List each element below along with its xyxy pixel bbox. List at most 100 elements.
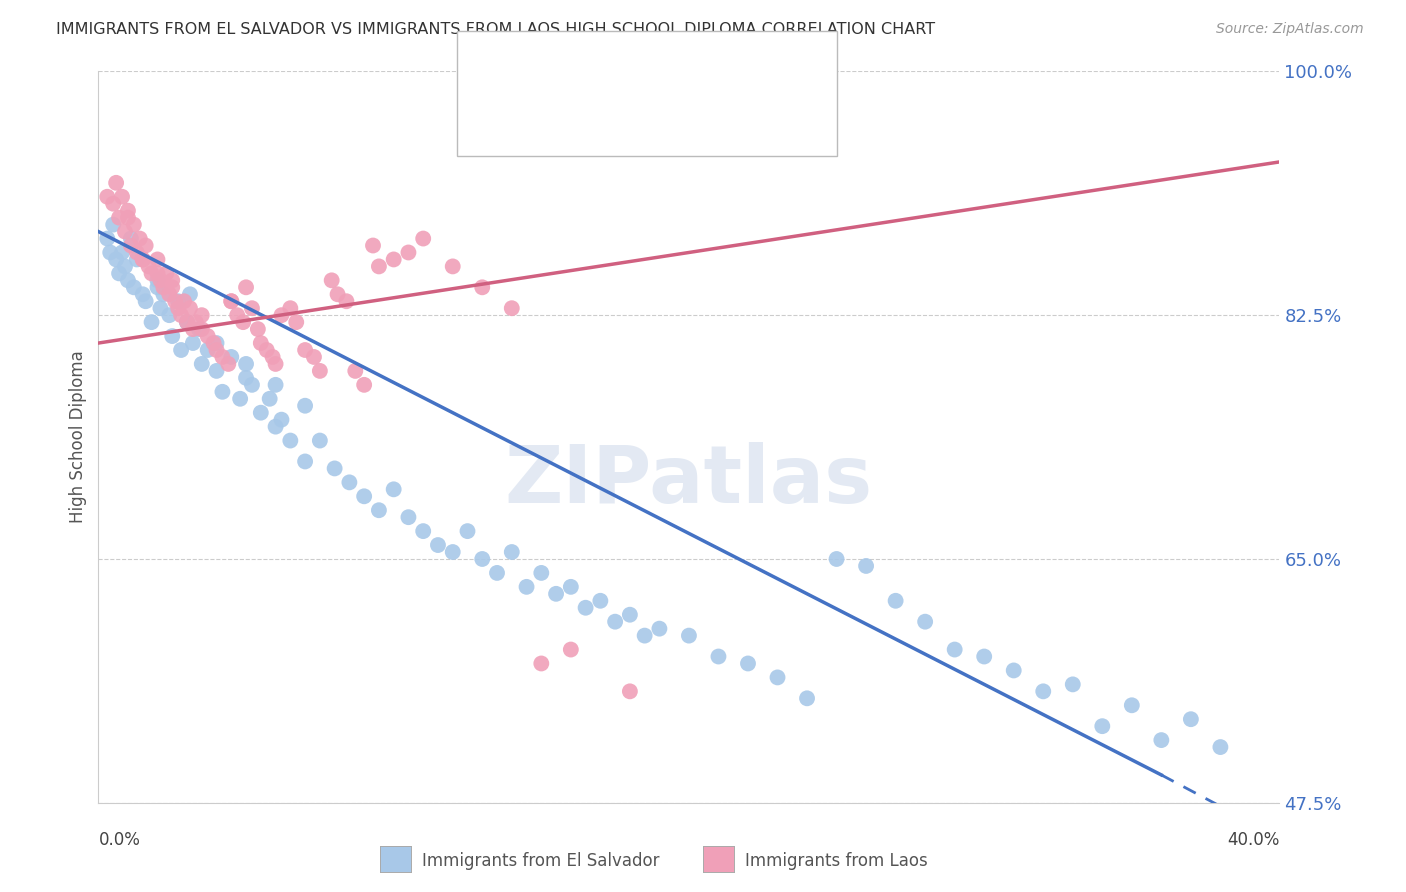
Point (382, 483, 405, 497)
Point (884, 594, 907, 608)
Point (181, 336, 204, 351)
Point (179, 301, 201, 316)
Point (191, 322, 214, 336)
Point (361, 238, 384, 252)
Point (412, 524, 434, 538)
Point (235, 357, 257, 371)
Point (264, 419, 287, 434)
Point (181, 322, 204, 336)
Point (560, 580, 582, 594)
Point (157, 308, 180, 322)
Point (114, 225, 136, 239)
Point (285, 315, 308, 329)
Point (605, 615, 627, 629)
Point (217, 357, 239, 371)
Text: R =: R = (515, 65, 553, 83)
Point (246, 322, 269, 336)
Point (280, 301, 302, 316)
Point (205, 364, 228, 378)
Point (368, 260, 391, 274)
Point (589, 594, 612, 608)
Point (170, 343, 193, 357)
Point (205, 336, 228, 351)
Point (108, 211, 131, 225)
Point (211, 384, 233, 399)
Point (120, 231, 142, 245)
Point (187, 322, 209, 336)
Point (693, 106, 716, 120)
Point (516, 580, 538, 594)
Point (619, 684, 641, 698)
Point (167, 294, 190, 309)
Point (486, 566, 509, 580)
Point (973, 649, 995, 664)
Point (427, 538, 450, 552)
Point (221, 294, 243, 309)
Point (157, 287, 180, 301)
Point (221, 350, 243, 364)
Point (943, 642, 966, 657)
Point (146, 252, 169, 267)
Point (105, 176, 128, 190)
Point (232, 315, 254, 329)
Point (114, 260, 136, 274)
Point (235, 280, 257, 294)
Point (138, 260, 160, 274)
Point (1062, 677, 1084, 691)
Text: N =: N = (630, 112, 669, 130)
Point (398, 245, 420, 260)
Point (155, 266, 177, 280)
Point (270, 308, 292, 322)
Point (197, 329, 219, 343)
Point (96, 231, 118, 245)
Point (173, 294, 195, 309)
Point (1121, 698, 1143, 713)
Point (825, 552, 848, 566)
Point (441, 260, 464, 274)
Text: ZIPatlas: ZIPatlas (505, 442, 873, 520)
Point (457, 524, 479, 538)
Point (96, 190, 118, 204)
Y-axis label: High School Diploma: High School Diploma (69, 351, 87, 524)
Point (914, 615, 936, 629)
Point (149, 273, 172, 287)
Point (471, 280, 494, 294)
Point (530, 566, 553, 580)
Point (176, 315, 198, 329)
Point (122, 218, 145, 232)
Point (152, 287, 174, 301)
Point (179, 287, 201, 301)
Point (471, 552, 494, 566)
Text: -0.623: -0.623 (557, 65, 619, 83)
Point (294, 454, 316, 468)
Point (1032, 684, 1054, 698)
Point (103, 218, 125, 232)
Text: Immigrants from Laos: Immigrants from Laos (745, 852, 928, 870)
Point (135, 294, 157, 309)
Point (309, 364, 332, 378)
Point (184, 315, 207, 329)
Point (326, 287, 349, 301)
Point (108, 266, 131, 280)
Point (382, 252, 405, 267)
Point (162, 329, 183, 343)
Point (264, 377, 287, 392)
Text: Source: ZipAtlas.com: Source: ZipAtlas.com (1216, 22, 1364, 37)
Text: 89: 89 (668, 65, 692, 83)
Point (117, 211, 139, 225)
Point (111, 245, 134, 260)
Point (235, 371, 257, 385)
Point (321, 273, 343, 287)
Point (176, 315, 198, 329)
Point (412, 231, 434, 245)
Point (162, 273, 183, 287)
Point (240, 377, 263, 392)
Point (302, 350, 325, 364)
Point (105, 252, 128, 267)
Point (132, 252, 155, 267)
Point (117, 203, 139, 218)
Point (737, 657, 759, 671)
Point (240, 301, 263, 316)
Point (766, 670, 789, 684)
Point (294, 399, 316, 413)
